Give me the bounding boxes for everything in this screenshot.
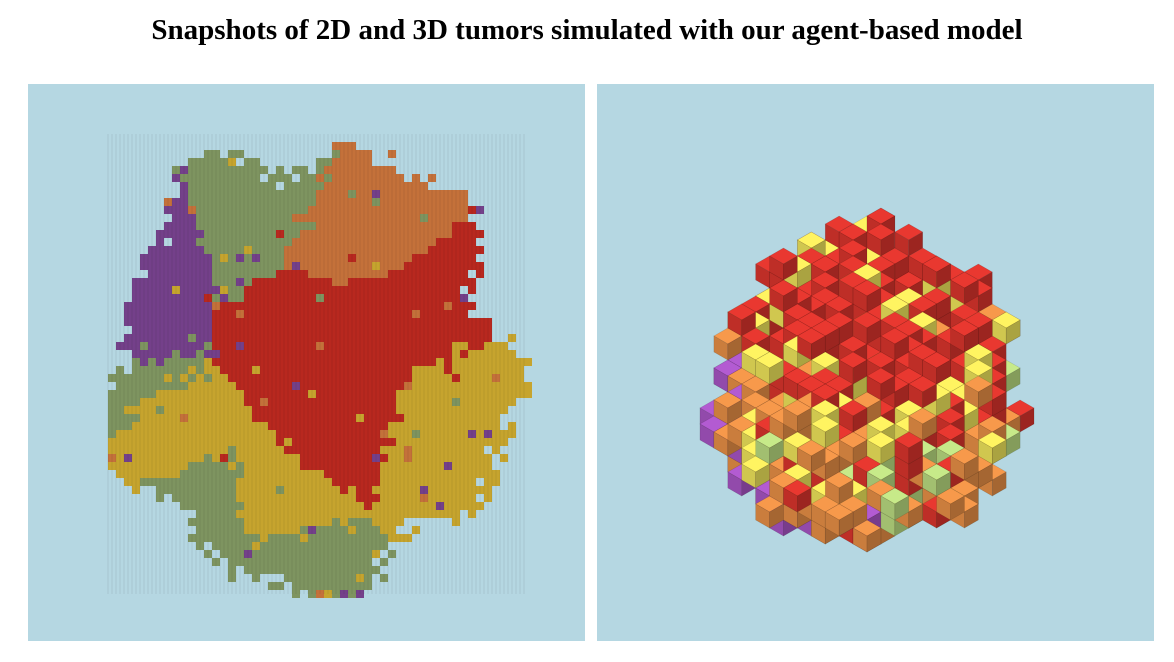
tumor-2d-image bbox=[107, 134, 532, 598]
tumor-3d-image bbox=[699, 207, 1035, 553]
figure-title: Snapshots of 2D and 3D tumors simulated … bbox=[151, 14, 1023, 46]
panel-2d-tumor bbox=[28, 84, 585, 641]
panel-3d-tumor bbox=[597, 84, 1154, 641]
